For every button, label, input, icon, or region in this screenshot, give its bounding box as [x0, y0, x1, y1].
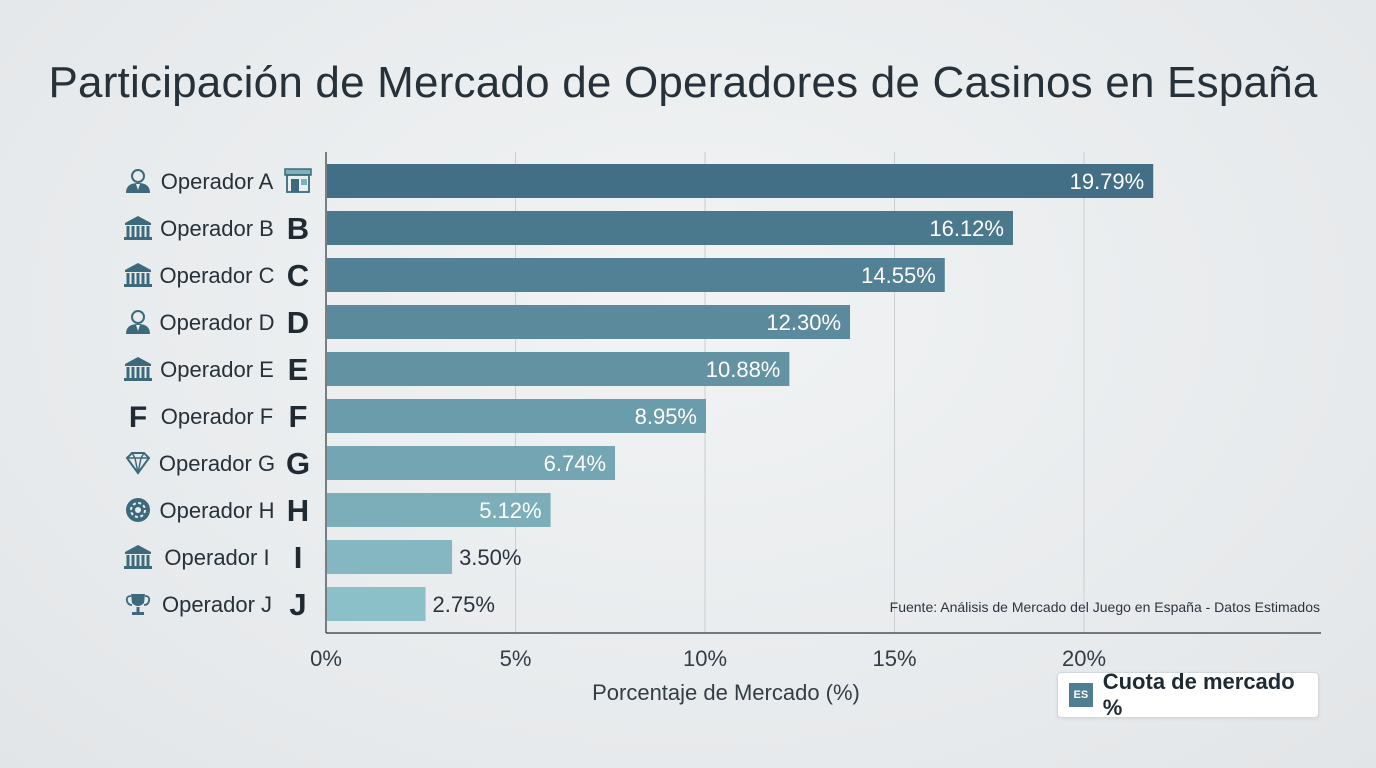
bar-operador-a [327, 164, 1154, 198]
letter-marker: J [289, 587, 306, 622]
x-tick-label: 5% [500, 646, 532, 671]
value-label: 12.30% [766, 310, 841, 335]
letter-icon: F [129, 401, 147, 434]
value-label: 5.12% [479, 498, 541, 523]
x-axis-label: Porcentaje de Mercado (%) [592, 680, 860, 705]
value-label: 14.55% [861, 263, 936, 288]
letter-marker: E [288, 352, 309, 387]
value-label: 2.75% [433, 592, 495, 617]
legend-badge: ES [1069, 683, 1093, 707]
diamond-icon [125, 452, 151, 475]
category-label: Operador B [160, 216, 274, 241]
category-label: Operador F [161, 404, 274, 429]
x-tick-label: 15% [872, 646, 916, 671]
category-label: Operador G [159, 451, 275, 476]
value-label: 10.88% [706, 357, 781, 382]
letter-marker: D [287, 305, 309, 340]
letter-marker: H [287, 493, 309, 528]
value-label: 3.50% [459, 545, 521, 570]
bank-icon [124, 263, 152, 287]
category-label: Operador A [161, 169, 274, 194]
x-tick-label: 0% [310, 646, 342, 671]
user-icon [126, 310, 150, 334]
bar-operador-j [327, 587, 426, 621]
letter-marker: I [294, 540, 303, 575]
category-label: Operador E [160, 357, 274, 382]
bar-operador-b [327, 211, 1013, 245]
bar-operador-i [327, 540, 453, 574]
letter-marker: G [286, 446, 310, 481]
bank-icon [124, 545, 152, 569]
letter-marker: F [289, 399, 308, 434]
bar-operador-h [327, 493, 551, 527]
value-label: 8.95% [635, 404, 697, 429]
x-tick-label: 10% [683, 646, 727, 671]
category-label: Operador H [160, 498, 275, 523]
value-label: 16.12% [929, 216, 1004, 241]
bar-operador-c [327, 258, 945, 292]
source-note: Fuente: Análisis de Mercado del Juego en… [889, 599, 1320, 615]
bar-operador-f [327, 399, 706, 433]
value-label: 19.79% [1070, 169, 1145, 194]
bar-operador-d [327, 305, 851, 339]
legend-label: Cuota de mercado % [1102, 669, 1295, 720]
category-label: Operador I [164, 545, 269, 570]
letter-marker: C [287, 258, 309, 293]
chart-title: Participación de Mercado de Operadores d… [48, 58, 1318, 107]
bank-icon [124, 357, 152, 381]
category-label: Operador J [162, 592, 272, 617]
legend: ES Cuota de mercado % [1057, 669, 1319, 720]
user-icon [126, 169, 150, 193]
category-label: Operador D [160, 310, 275, 335]
category-label: Operador C [160, 263, 275, 288]
value-label: 6.74% [544, 451, 606, 476]
bar-operador-g [327, 446, 616, 480]
chip-icon [126, 498, 150, 522]
store-icon [284, 168, 312, 193]
bar-operador-e [327, 352, 790, 386]
trophy-icon [125, 594, 151, 615]
x-tick-label: 20% [1062, 646, 1106, 671]
letter-marker: B [287, 211, 309, 246]
bank-icon [124, 216, 152, 240]
